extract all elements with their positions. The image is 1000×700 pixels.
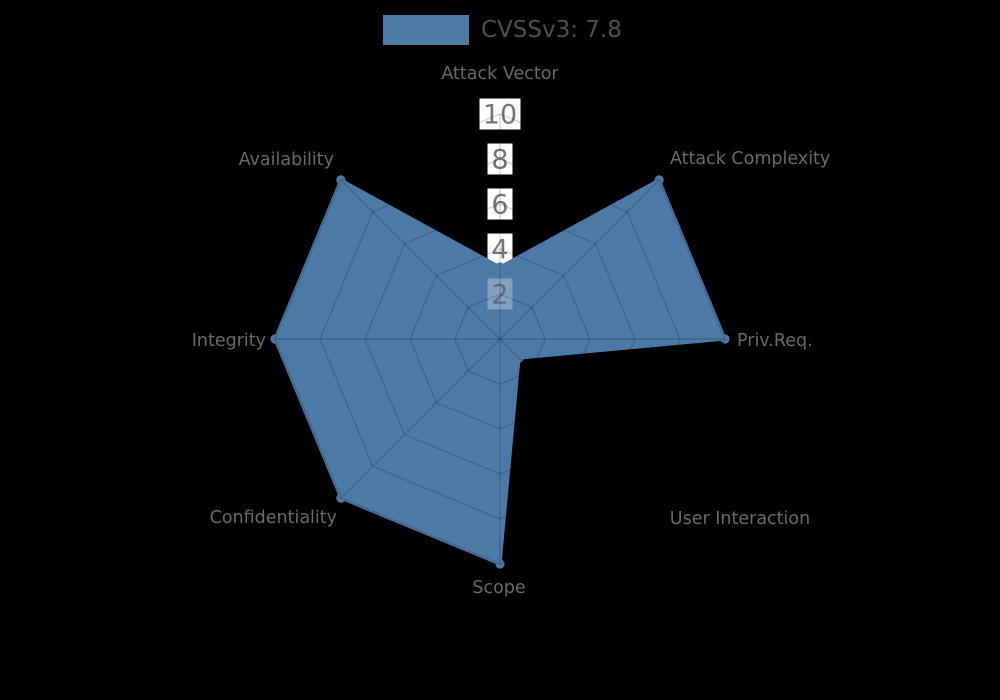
vertex-dot [495,262,505,272]
vertex-dot [720,334,730,344]
grid-spoke [340,179,501,340]
rtick-box [479,98,521,130]
vertex-dot [495,559,505,569]
axis-label-integrity: Integrity [191,331,266,351]
axis-label-attack-vector: Attack Vector [441,64,559,84]
grid-ring [454,293,546,385]
vertex-dot [336,493,346,503]
grid-spoke [499,338,660,499]
axis-label-confidentiality: Confidentiality [209,508,337,528]
grid-ring [364,203,636,475]
rtick-label: 4 [491,235,508,266]
grid-spoke [340,338,501,499]
vertex-dot [654,175,664,185]
grid-ring [319,158,681,520]
grid-ring [409,248,591,430]
rtick-box [487,143,513,175]
rtick-box [487,278,513,310]
rtick-label: 2 [491,280,508,311]
legend-label: CVSSv3: 7.8 [481,17,622,43]
rtick-box [487,188,513,220]
axis-label-scope: Scope [472,578,526,598]
grid-spoke [499,179,660,340]
legend-swatch [383,15,469,45]
rtick-box [487,233,513,265]
axis-label-availability: Availability [238,150,334,170]
rtick-label: 6 [491,190,508,221]
axis-label-attack-complexity: Attack Complexity [670,149,831,169]
rtick-label: 8 [491,145,508,176]
vertex-dot [336,175,346,185]
vertex-dot [514,353,524,363]
grid-ring [274,113,726,565]
axis-label-priv-req: Priv.Req. [737,331,813,351]
vertex-dot [270,334,280,344]
rtick-label: 10 [483,100,517,131]
axis-label-user-interaction: User Interaction [669,509,811,529]
legend: CVSSv3: 7.8 [383,15,622,45]
